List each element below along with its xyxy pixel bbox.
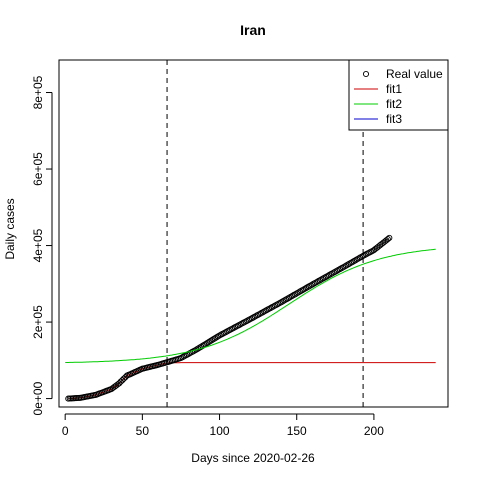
x-tick-label: 50 [136,424,150,438]
y-tick-label: 2e+05 [31,305,45,339]
real-value-point [267,305,274,312]
real-value-point [214,333,222,340]
real-value-point [341,263,348,270]
x-tick-label: 200 [364,424,384,438]
real-value-point [355,255,362,262]
legend-marker-point [362,70,370,78]
y-tick-label: 6e+05 [31,152,45,186]
x-axis-label: Days since 2020-02-26 [191,451,315,465]
y-axis-label: Daily cases [3,198,17,259]
y-tick-label: 0e+00 [31,381,45,415]
fit2-line [65,248,436,363]
real-value-point [248,315,256,322]
real-value-point [302,285,310,292]
real-value-point [210,336,217,343]
real-value-point [205,339,212,346]
series-fit2 [65,248,436,363]
real-value-point [316,277,323,284]
real-value-point [284,295,291,302]
real-value-point [295,289,302,296]
real-value-point [289,292,296,300]
y-tick-label: 4e+05 [31,228,45,262]
real-value-point [352,257,359,264]
real-value-point [299,286,306,293]
real-value-point [384,236,391,243]
real-value-point [349,259,356,266]
plot-frame [58,59,449,408]
legend-label: fit2 [386,97,402,111]
real-value-point [197,343,205,350]
legend-label: fit3 [386,112,402,126]
x-tick-label: 100 [210,424,230,438]
real-value-point [120,375,127,382]
real-value-point [292,291,299,298]
real-value-point [179,354,186,361]
real-value-point [313,278,320,286]
real-value-point [193,346,200,353]
real-value-point [309,281,316,288]
legend-label: Real value [386,67,443,81]
real-value-point [204,339,211,347]
real-value-point [259,309,266,316]
real-value-point [333,267,340,274]
x-tick-label: 0 [62,424,69,438]
real-value-point [207,338,214,345]
y-tick-label: 8e+05 [31,75,45,109]
real-value-point [256,310,263,318]
real-value-point [386,234,393,241]
y-axis: 0e+00 2e+05 4e+05 6e+05 8e+05 [31,75,53,415]
real-value-point [208,337,215,344]
real-value-point [116,380,123,387]
real-value-point [275,300,282,307]
real-value-point [213,334,220,341]
series-real-value [65,234,393,402]
real-value-point [324,272,331,280]
real-value-point [344,261,351,268]
real-value-point [278,299,285,306]
x-tick-label: 150 [287,424,307,438]
real-value-point [281,297,288,304]
real-value-point [358,253,365,260]
chart-title: Iran [240,22,266,38]
x-axis: 0 50 100 150 200 [62,413,384,438]
legend-label: fit1 [386,82,402,96]
real-value-point [285,294,293,301]
reference-lines [166,60,364,407]
real-value-point [211,335,218,342]
real-value-point [270,303,277,310]
